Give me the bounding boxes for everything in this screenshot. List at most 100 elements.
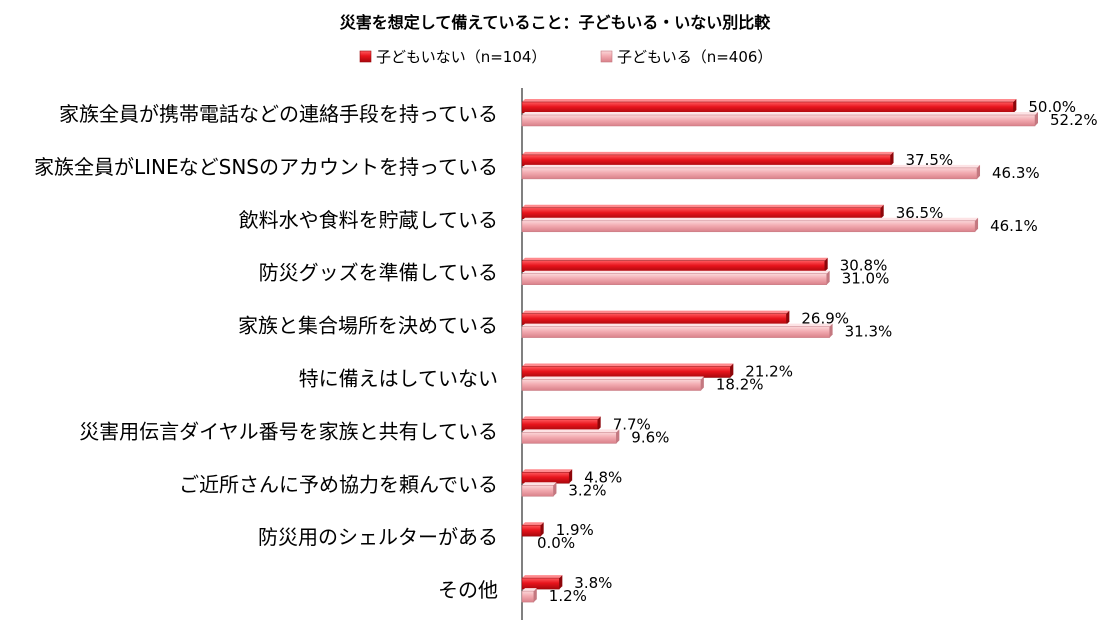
category-label: 防災用のシェルターがある: [258, 525, 498, 549]
bar-end-face: [597, 416, 601, 431]
bar-series-0: [521, 469, 573, 484]
chart-title: 災害を想定して備えていること：子どもいる・いない別比較: [340, 13, 771, 32]
bar-series-1: [521, 270, 830, 285]
bar-top-face: [522, 429, 620, 433]
bar-end-face: [786, 310, 790, 325]
bar-series-1: [521, 323, 833, 338]
bar-end-face: [553, 482, 557, 497]
value-label-series-1: 0.0%: [537, 534, 575, 552]
bar-series-1: [521, 217, 979, 233]
bar: [521, 260, 825, 272]
value-label-series-0: 30.8%: [840, 257, 888, 275]
value-label-series-1: 1.2%: [549, 587, 587, 605]
bar-series-1: [521, 376, 704, 391]
bar-series-0: [521, 99, 1017, 114]
value-label-series-0: 3.8%: [574, 574, 612, 592]
bar-top-face: [522, 588, 537, 592]
bar-end-face: [824, 257, 828, 272]
bar-end-face: [569, 469, 573, 484]
bar-top-face: [522, 204, 884, 208]
bar: [521, 577, 560, 590]
legend-label-series-0: 子どもいない（n=104）: [376, 48, 546, 66]
bar-end-face: [1013, 99, 1017, 113]
bar-series-0: [521, 522, 544, 537]
bar: [521, 472, 570, 484]
bar-top-face: [522, 376, 704, 380]
bar-top-face: [522, 522, 544, 526]
bar: [521, 432, 617, 444]
bar-series-1: [521, 164, 981, 180]
value-label-series-0: 37.5%: [906, 151, 954, 169]
bar-top-face: [522, 99, 1017, 102]
bar: [521, 114, 1036, 127]
bar-series-1: [521, 112, 1038, 127]
bar-top-face: [522, 270, 830, 274]
legend-swatch-series-0: [359, 50, 372, 63]
bar-end-face: [880, 204, 884, 219]
category-label: 特に備えはしていない: [299, 367, 498, 391]
bar: [521, 220, 976, 233]
value-label-series-1: 9.6%: [631, 428, 669, 446]
bar: [521, 154, 891, 167]
value-label-series-1: 52.2%: [1050, 111, 1098, 129]
bar-top-face: [522, 310, 790, 314]
value-label-series-1: 46.3%: [992, 164, 1040, 182]
bar-end-face: [533, 588, 537, 603]
legend-swatch-series-1: [600, 50, 613, 63]
bar: [521, 167, 978, 180]
bar-end-face: [700, 376, 704, 391]
bar-top-face: [522, 575, 563, 579]
value-label-series-0: 26.9%: [801, 310, 849, 328]
bar-end-face: [829, 323, 833, 338]
bar-series-0: [521, 151, 894, 167]
category-label: 家族全員がLINEなどSNSのアカウントを持っている: [34, 155, 498, 179]
value-label-series-0: 50.0%: [1028, 98, 1076, 116]
bar-series-0: [521, 257, 828, 272]
bar: [521, 326, 830, 338]
bar-series-1: [521, 429, 620, 444]
bar-end-face: [730, 363, 734, 378]
value-label-series-1: 46.1%: [990, 217, 1038, 235]
bar-top-face: [522, 482, 557, 486]
bar: [521, 524, 541, 537]
bar: [521, 379, 702, 391]
bars: [521, 99, 1038, 603]
value-label-series-0: 21.2%: [745, 363, 793, 381]
bar-end-face: [826, 270, 830, 285]
bar: [521, 273, 827, 285]
value-label-series-1: 31.0%: [842, 270, 890, 288]
bar-top-face: [522, 112, 1038, 115]
value-label-series-1: 31.3%: [845, 323, 893, 341]
category-label: ご近所さんに予め協力を頼んでいる: [179, 472, 498, 496]
bar-series-0: [521, 575, 563, 590]
bar-series-0: [521, 363, 734, 378]
category-label: 飲料水や食料を貯蔵している: [239, 208, 498, 232]
value-label-series-1: 3.2%: [568, 481, 606, 499]
legend-label-series-1: 子どもいる（n=406）: [617, 48, 772, 66]
bar-top-face: [522, 323, 833, 327]
bar-top-face: [522, 469, 573, 473]
bar: [521, 101, 1014, 114]
bar-top-face: [522, 416, 601, 420]
bar-end-face: [1035, 112, 1038, 126]
category-label: 災害用伝言ダイヤル番号を家族と共有している: [79, 419, 498, 443]
bar-end-face: [977, 164, 981, 179]
bar-end-face: [559, 575, 563, 590]
bar: [521, 419, 598, 431]
bar-series-0: [521, 416, 601, 431]
bar-top-face: [522, 257, 828, 261]
bar-top-face: [522, 217, 979, 221]
bar-series-1: [521, 588, 537, 603]
value-label-series-0: 7.7%: [613, 415, 651, 433]
value-labels: 50.0%52.2% 37.5% 46.3% 36.5% 46.1% 30.8%31.0%…: [537, 98, 1098, 605]
value-label-series-1: 18.2%: [716, 376, 764, 394]
bar: [521, 366, 731, 378]
bar-end-face: [975, 217, 979, 232]
legend: 子どもいない（n=104） 子どもいる（n=406）: [359, 48, 772, 66]
category-label: その他: [438, 578, 498, 602]
bar-end-face: [616, 429, 620, 444]
bar-series-0: [521, 204, 884, 220]
bar-top-face: [522, 164, 981, 168]
bar-end-face: [890, 151, 894, 166]
